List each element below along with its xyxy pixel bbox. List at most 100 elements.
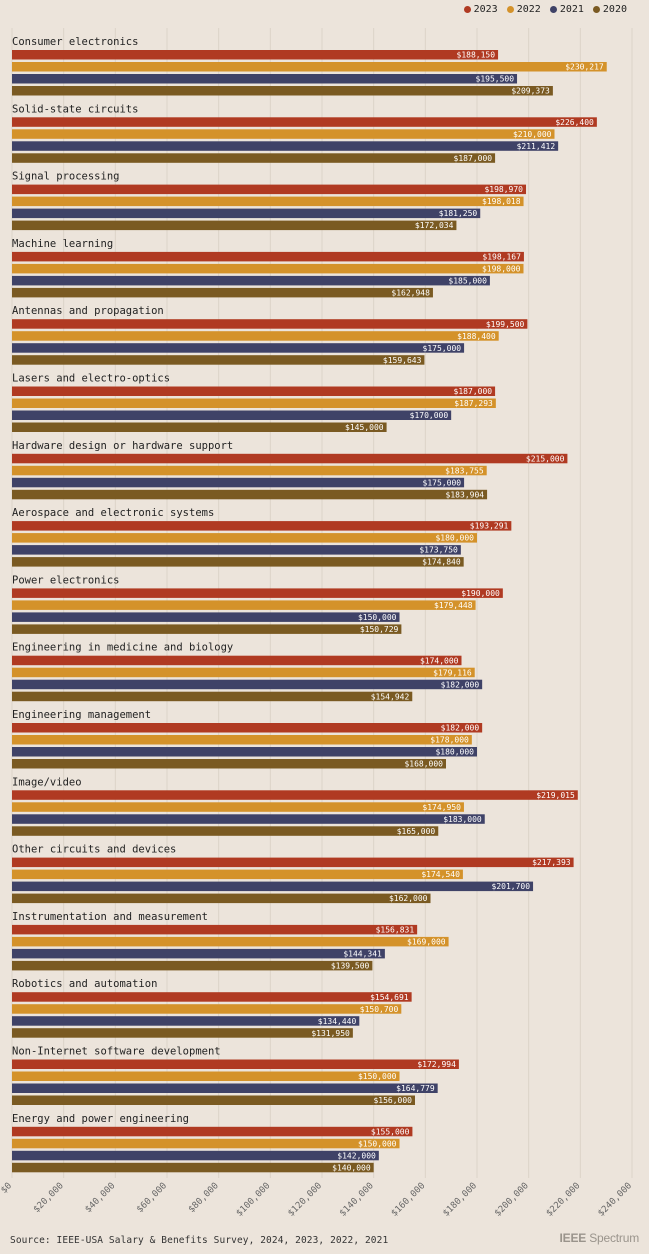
bar-2022 bbox=[12, 398, 496, 408]
bar-2022 bbox=[12, 735, 472, 745]
bar-value-label: $134,440 bbox=[318, 1017, 357, 1026]
bar-value-label: $209,373 bbox=[511, 87, 550, 96]
bar-2020 bbox=[12, 220, 457, 231]
bar-value-label: $159,643 bbox=[383, 356, 422, 365]
bar-2020 bbox=[12, 1028, 353, 1038]
bar-value-label: $168,000 bbox=[404, 760, 443, 769]
bar-2022 bbox=[12, 802, 464, 812]
source-note: Source: IEEE-USA Salary & Benefits Surve… bbox=[10, 1235, 389, 1246]
x-tick-label: $180,000 bbox=[441, 1181, 479, 1219]
bar-2022 bbox=[12, 600, 476, 610]
bar-2021 bbox=[12, 814, 485, 824]
bar-2022 bbox=[12, 1004, 402, 1014]
bar-value-label: $174,540 bbox=[421, 870, 460, 879]
bar-value-label: $199,500 bbox=[486, 320, 525, 329]
bar-2020 bbox=[12, 1162, 374, 1173]
bar-value-label: $188,400 bbox=[457, 332, 496, 341]
bar-value-label: $182,000 bbox=[441, 724, 480, 733]
bar-2023 bbox=[12, 251, 524, 262]
bar-value-label: $226,400 bbox=[555, 118, 594, 127]
bar-value-label: $145,000 bbox=[345, 423, 384, 432]
bar-value-label: $198,970 bbox=[484, 185, 523, 194]
bar-2023 bbox=[12, 184, 527, 195]
legend-label: 2020 bbox=[602, 4, 627, 15]
bar-value-label: $187,293 bbox=[454, 399, 493, 408]
bar-2021 bbox=[12, 679, 483, 690]
category-label: Lasers and electro-optics bbox=[12, 373, 170, 385]
bar-value-label: $169,000 bbox=[407, 938, 446, 947]
bar-2022 bbox=[12, 263, 524, 274]
x-tick-label: $80,000 bbox=[187, 1181, 221, 1215]
x-tick-label: $240,000 bbox=[596, 1181, 634, 1219]
bar-value-label: $139,500 bbox=[331, 962, 370, 971]
bar-2022 bbox=[12, 1138, 400, 1149]
x-tick-label: $200,000 bbox=[493, 1181, 531, 1219]
bar-2022 bbox=[12, 936, 449, 947]
bar-2020 bbox=[12, 893, 431, 904]
bar-2023 bbox=[12, 588, 503, 598]
bar-value-label: $174,950 bbox=[422, 803, 461, 812]
bar-value-label: $150,700 bbox=[360, 1005, 399, 1014]
bar-2020 bbox=[12, 153, 496, 163]
legend-swatch bbox=[506, 6, 514, 13]
bar-value-label: $172,034 bbox=[415, 221, 454, 230]
bar-2023 bbox=[12, 1059, 459, 1069]
category-label: Machine learning bbox=[12, 238, 113, 250]
legend-item-2022: 2022 bbox=[506, 4, 541, 15]
bar-2021 bbox=[12, 948, 385, 959]
x-tick-label: $160,000 bbox=[390, 1181, 428, 1219]
bar-value-label: $156,831 bbox=[376, 926, 415, 935]
x-tick-label: $140,000 bbox=[338, 1181, 376, 1219]
bar-2023 bbox=[12, 117, 597, 127]
bar-2022 bbox=[12, 533, 477, 543]
x-tick-label: $60,000 bbox=[135, 1181, 169, 1215]
bar-value-label: $172,994 bbox=[417, 1060, 456, 1069]
category-label: Image/video bbox=[12, 776, 82, 788]
category-label: Instrumentation and measurement bbox=[12, 911, 208, 923]
bar-value-label: $174,840 bbox=[422, 558, 461, 567]
x-tick-label: $120,000 bbox=[286, 1181, 324, 1219]
bar-value-label: $170,000 bbox=[410, 411, 449, 420]
bar-value-label: $175,000 bbox=[423, 344, 462, 353]
bar-value-label: $150,000 bbox=[358, 1072, 397, 1081]
bar-2023 bbox=[12, 50, 499, 60]
category-label: Engineering management bbox=[12, 709, 151, 721]
bar-2021 bbox=[12, 1083, 438, 1093]
bar-value-label: $182,000 bbox=[441, 680, 480, 689]
x-tick-label: $40,000 bbox=[84, 1181, 118, 1215]
bar-2022 bbox=[12, 465, 487, 476]
bar-value-label: $198,167 bbox=[482, 253, 521, 262]
bar-2021 bbox=[12, 343, 465, 353]
bar-value-label: $173,750 bbox=[419, 546, 458, 555]
bar-value-label: $183,755 bbox=[445, 466, 484, 475]
bar-value-label: $174,000 bbox=[420, 656, 459, 665]
x-tick-label: $220,000 bbox=[545, 1181, 583, 1219]
legend-label: 2023 bbox=[473, 4, 498, 15]
bar-2023 bbox=[12, 857, 574, 868]
bar-2023 bbox=[12, 521, 512, 531]
bar-2022 bbox=[12, 331, 499, 341]
bar-value-label: $185,000 bbox=[448, 277, 487, 286]
bar-value-label: $219,015 bbox=[536, 791, 575, 800]
bar-value-label: $183,904 bbox=[446, 490, 485, 499]
bar-2020 bbox=[12, 1095, 415, 1105]
category-label: Solid-state circuits bbox=[12, 103, 138, 115]
bar-2023 bbox=[12, 790, 578, 800]
bar-value-label: $154,691 bbox=[370, 993, 409, 1002]
bar-value-label: $215,000 bbox=[526, 454, 565, 463]
bar-2020 bbox=[12, 960, 373, 971]
category-label: Consumer electronics bbox=[12, 36, 138, 48]
bar-2020 bbox=[12, 489, 488, 500]
bar-value-label: $156,000 bbox=[373, 1096, 412, 1105]
bar-value-label: $150,000 bbox=[358, 613, 397, 622]
bar-2023 bbox=[12, 453, 568, 464]
x-tick-label: $20,000 bbox=[32, 1181, 66, 1215]
bar-value-label: $187,000 bbox=[454, 154, 493, 163]
category-label: Energy and power engineering bbox=[12, 1113, 189, 1125]
bar-2021 bbox=[12, 208, 481, 219]
bar-2020 bbox=[12, 826, 439, 836]
category-label: Engineering in medicine and biology bbox=[12, 642, 233, 654]
bar-value-label: $230,217 bbox=[565, 63, 604, 72]
bar-2023 bbox=[12, 723, 483, 733]
